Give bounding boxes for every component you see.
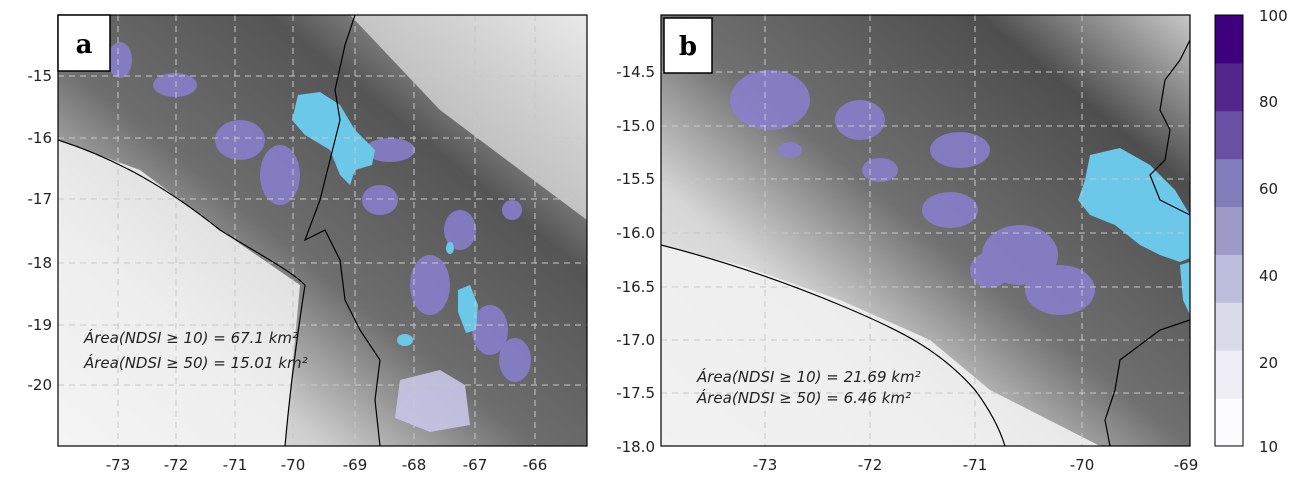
colorbar-segment [1215, 110, 1243, 160]
panel-a-area-ndsi-10: Área(NDSI ≥ 10) = 67.1 km² [83, 328, 298, 347]
y-tick-label: -18 [28, 254, 53, 272]
panel-b-letter-box [663, 17, 713, 74]
colorbar-tick-label: 60 [1259, 180, 1278, 198]
colorbar-segment [1215, 62, 1243, 112]
y-tick-label: -15.5 [616, 170, 655, 188]
x-tick-label: -71 [223, 456, 248, 474]
panel-a-letter: a [76, 30, 93, 60]
colorbar-tick-label: 40 [1259, 267, 1278, 285]
colorbar-ticks: 100 80 60 40 20 10 [1259, 7, 1288, 456]
panel-a-small-lake [397, 334, 413, 346]
colorbar-segment [1215, 398, 1243, 447]
panel-a-frame [57, 14, 588, 447]
y-tick-label: -14.5 [616, 63, 655, 81]
y-tick-label: -20 [28, 376, 53, 394]
x-tick-label: -72 [858, 456, 883, 474]
y-tick-label: -17 [28, 190, 53, 208]
y-tick-label: -16 [28, 129, 53, 147]
colorbar-segment [1215, 350, 1243, 399]
panel-a-letter-box [57, 14, 111, 72]
panel-b-gridlines [661, 15, 1190, 446]
y-tick-label: -16.0 [616, 224, 655, 242]
x-tick-label: -69 [343, 456, 368, 474]
panel-b-snow-cover [730, 70, 1095, 315]
x-tick-label: -70 [1070, 456, 1095, 474]
x-tick-label: -68 [402, 456, 427, 474]
panel-b-y-ticks: -14.5 -15.0 -15.5 -16.0 -16.5 -17.0 -17.… [616, 63, 655, 456]
panel-b-border [1149, 39, 1190, 216]
x-tick-label: -73 [753, 456, 778, 474]
x-tick-label: -69 [1174, 456, 1199, 474]
y-tick-label: -15.0 [616, 117, 655, 135]
panel-a-small-lake [446, 242, 454, 254]
x-tick-label: -71 [963, 456, 988, 474]
y-tick-label: -17.5 [616, 384, 655, 402]
colorbar-tick-label: 10 [1259, 438, 1278, 456]
y-tick-label: -15 [28, 67, 53, 85]
y-tick-label: -18.0 [616, 438, 655, 456]
colorbar-segment [1215, 254, 1243, 303]
panel-b: b -73 -72 -71 -70 -69 -14.5 -15.0 -15.5 … [616, 14, 1199, 474]
colorbar-tick-label: 100 [1259, 7, 1288, 25]
panel-a-area-ndsi-50: Área(NDSI ≥ 50) = 15.01 km² [83, 353, 308, 372]
panel-b-x-ticks: -73 -72 -71 -70 -69 [753, 456, 1199, 474]
panel-a-bright-ridge [350, 15, 587, 220]
panel-a-border [303, 15, 381, 446]
panel-b-frame [660, 14, 1191, 447]
panel-a: a -73 -72 -71 -70 -69 -68 -67 -66 -15 -1… [28, 14, 588, 474]
colorbar-tick-label: 80 [1259, 93, 1278, 111]
colorbar: 100 80 60 40 20 10 [1214, 7, 1288, 456]
panel-a-snow-cover [108, 42, 531, 382]
panel-a-y-ticks: -15 -16 -17 -18 -19 -20 [28, 67, 53, 394]
panel-b-area-ndsi-10: Área(NDSI ≥ 10) = 21.69 km² [696, 367, 921, 386]
colorbar-segment [1215, 15, 1243, 64]
panel-b-area-ndsi-50: Área(NDSI ≥ 50) = 6.46 km² [696, 388, 911, 407]
panel-b-lake-edge [1180, 262, 1190, 315]
panel-a-gridlines [58, 15, 587, 446]
panel-a-lake-poopo [458, 285, 478, 333]
colorbar-tick-label: 20 [1259, 354, 1278, 372]
colorbar-segment [1215, 302, 1243, 351]
colorbar-segments [1215, 15, 1243, 447]
panel-b-coastline [661, 244, 1006, 446]
x-tick-label: -70 [281, 456, 306, 474]
colorbar-segment [1215, 158, 1243, 208]
panel-b-letter: b [679, 32, 697, 62]
x-tick-label: -72 [164, 456, 189, 474]
x-tick-label: -73 [106, 456, 131, 474]
colorbar-frame [1214, 14, 1244, 447]
colorbar-segment [1215, 206, 1243, 255]
panel-b-border-south [1104, 319, 1190, 446]
y-tick-label: -19 [28, 316, 53, 334]
y-tick-label: -17.0 [616, 331, 655, 349]
x-tick-label: -66 [523, 456, 548, 474]
y-tick-label: -16.5 [616, 278, 655, 296]
panel-a-coastline [58, 139, 306, 446]
panel-a-x-ticks: -73 -72 -71 -70 -69 -68 -67 -66 [106, 456, 548, 474]
x-tick-label: -67 [463, 456, 488, 474]
panel-b-lowland [661, 245, 1100, 446]
